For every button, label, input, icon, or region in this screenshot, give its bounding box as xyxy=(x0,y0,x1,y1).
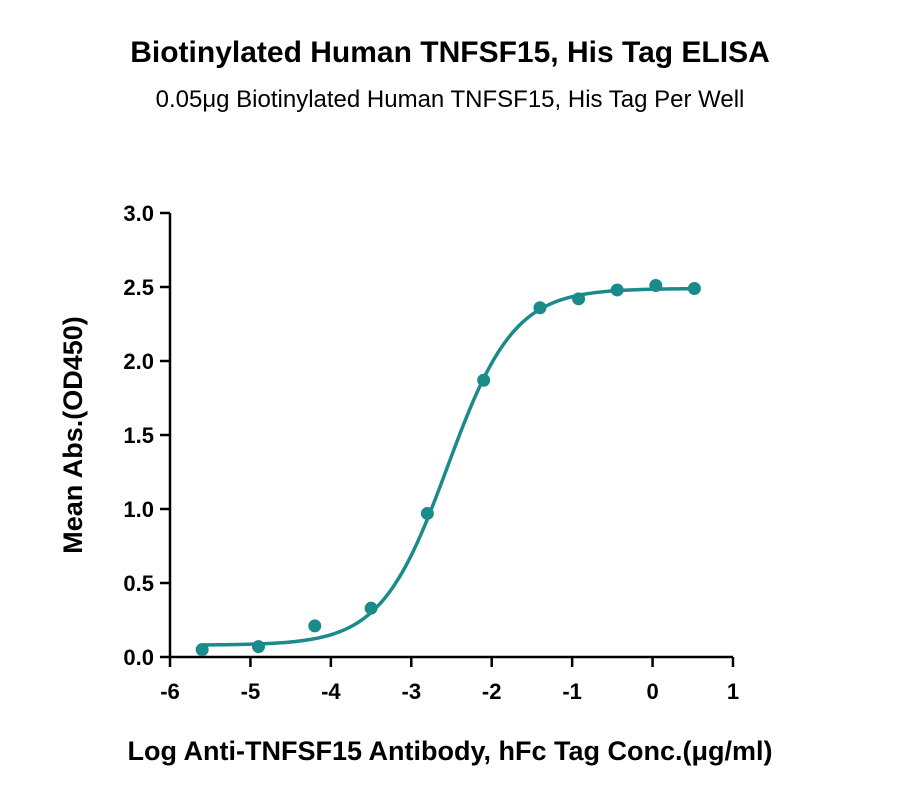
x-tick-label: -5 xyxy=(241,679,261,704)
x-tick-label: 0 xyxy=(646,679,658,704)
data-point xyxy=(420,506,434,520)
data-points xyxy=(195,279,701,657)
data-point xyxy=(308,619,322,633)
y-tick-label: 0.0 xyxy=(123,645,154,670)
x-axis-title: Log Anti-TNFSF15 Antibody, hFc Tag Conc.… xyxy=(128,736,773,766)
data-point xyxy=(477,373,491,387)
x-tick-label: 1 xyxy=(727,679,739,704)
y-tick-label: 2.0 xyxy=(123,349,154,374)
y-tick-label: 2.5 xyxy=(123,275,154,300)
y-axis-title: Mean Abs.(OD450) xyxy=(58,316,88,554)
data-point xyxy=(610,283,624,297)
x-tick-label: -4 xyxy=(321,679,341,704)
y-ticks: 0.0 0.5 1.0 1.5 2.0 2.5 3.0 xyxy=(123,201,170,670)
data-point xyxy=(533,301,547,315)
data-point xyxy=(364,601,378,615)
fit-curve xyxy=(202,286,695,647)
y-tick-label: 1.0 xyxy=(123,497,154,522)
data-point xyxy=(649,279,663,293)
x-tick-label: -6 xyxy=(160,679,180,704)
data-point xyxy=(251,640,265,654)
data-point xyxy=(687,281,701,295)
x-ticks: -6 -5 -4 -3 -2 -1 0 1 xyxy=(160,657,739,704)
chart-title: Biotinylated Human TNFSF15, His Tag ELIS… xyxy=(130,36,770,69)
y-tick-label: 0.5 xyxy=(123,571,154,596)
data-point xyxy=(572,292,586,306)
y-tick-label: 3.0 xyxy=(123,201,154,226)
x-tick-label: -2 xyxy=(482,679,502,704)
data-point xyxy=(195,643,209,657)
chart-subtitle: 0.05μg Biotinylated Human TNFSF15, His T… xyxy=(155,86,745,113)
x-tick-label: -3 xyxy=(402,679,422,704)
axes xyxy=(168,213,733,659)
y-tick-label: 1.5 xyxy=(123,423,154,448)
x-tick-label: -1 xyxy=(562,679,582,704)
